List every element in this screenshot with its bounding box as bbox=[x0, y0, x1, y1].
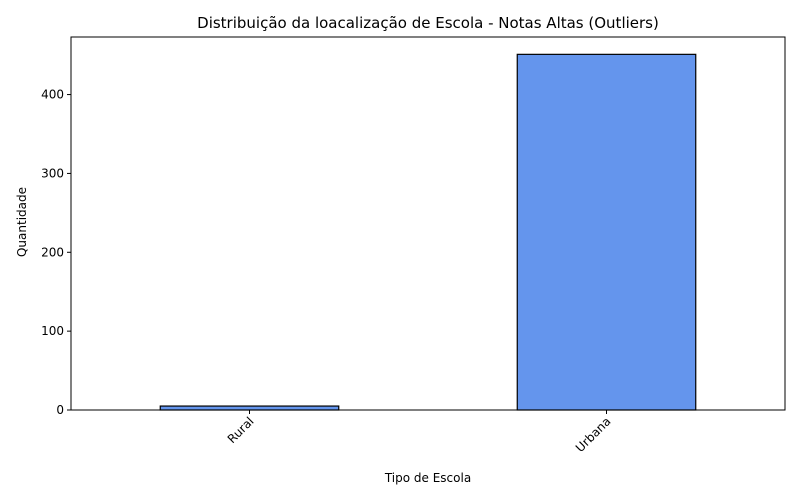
x-tick-label: Urbana bbox=[573, 414, 614, 455]
y-axis-label: Quantidade bbox=[15, 187, 29, 257]
y-tick-label: 400 bbox=[41, 88, 64, 102]
plot-frame bbox=[70, 36, 786, 411]
y-tick-label: 0 bbox=[56, 403, 64, 417]
x-tick-label: Rural bbox=[225, 414, 257, 446]
y-tick-label: 300 bbox=[41, 166, 64, 180]
plot-area: 0 100 200 300 400 Rural Urbana bbox=[41, 36, 786, 455]
bar-urbana bbox=[516, 53, 697, 411]
y-tick-label: 200 bbox=[41, 245, 64, 259]
x-axis-label: Tipo de Escola bbox=[384, 471, 471, 485]
y-tick-label: 100 bbox=[41, 324, 64, 338]
bar-rural bbox=[159, 405, 340, 411]
chart-title: Distribuição da loacalização de Escola -… bbox=[197, 14, 659, 32]
